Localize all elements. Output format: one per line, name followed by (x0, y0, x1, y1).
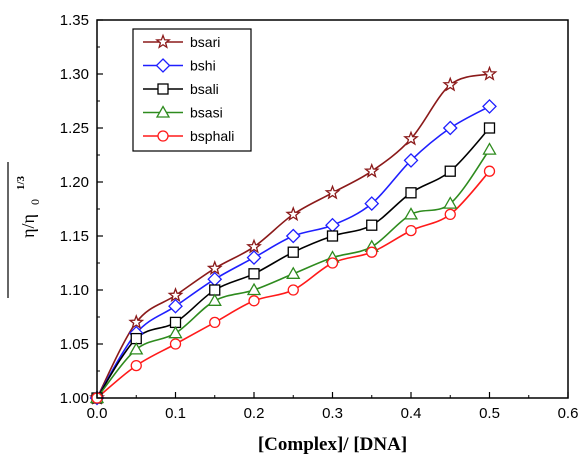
legend-marker-bshi (155, 58, 171, 73)
svg-text:η/η: η/η (18, 214, 38, 238)
data-point-bsasi (286, 266, 301, 279)
data-point-bsphali (483, 165, 496, 177)
svg-text:1/3: 1/3 (15, 175, 27, 190)
legend-marker-bsari (155, 33, 171, 49)
x-tick-label: 0.1 (165, 405, 186, 422)
data-point-bsari (285, 206, 302, 222)
data-point-bshi (325, 217, 340, 233)
data-point-bsari (442, 76, 459, 92)
data-point-bsphali (366, 246, 378, 258)
data-point-bsphali (405, 224, 417, 237)
data-point-bshi (246, 250, 262, 266)
legend-marker-bsasi (155, 105, 171, 118)
data-point-bsphali (130, 359, 142, 372)
x-tick-label: 0.2 (244, 405, 265, 422)
y-axis-label: η/η 0 1/3 (7, 162, 42, 298)
data-point-bsasi (246, 282, 262, 296)
legend-label-bsari: bsari (190, 34, 220, 50)
data-point-bsphali (287, 284, 299, 296)
data-point-bsari (324, 184, 341, 200)
legend-label-bsphali: bsphali (190, 128, 234, 144)
data-point-bsasi (443, 196, 458, 209)
data-point-bshi (403, 152, 419, 168)
y-tick-label: 1.00 (60, 390, 89, 407)
y-tick-label: 1.25 (60, 120, 89, 137)
legend: bsari bshi bsali bsasi bsphali (132, 28, 252, 152)
legend-box (132, 28, 252, 152)
legend-marker-bsphali (157, 130, 169, 142)
data-point-bshi (482, 98, 497, 114)
data-point-bshi (364, 196, 380, 212)
legend-label-bsasi: bsasi (190, 105, 223, 121)
data-point-bsari (403, 130, 419, 146)
data-point-bsali (483, 122, 496, 134)
data-point-bshi (285, 228, 301, 244)
y-tick-label: 1.35 (60, 12, 89, 29)
data-point-bsali (248, 268, 260, 280)
legend-label-bsali: bsali (190, 81, 219, 97)
data-point-bsari (128, 314, 145, 330)
data-point-bsari (481, 65, 498, 81)
x-tick-label: 0.6 (558, 405, 579, 422)
series-line-bsali (96, 127, 491, 399)
y-tick-label: 1.30 (60, 66, 89, 83)
data-point-bshi (168, 298, 183, 314)
data-point-bsasi (129, 342, 144, 355)
data-point-bsphali (444, 208, 456, 221)
data-point-bsasi (207, 293, 222, 306)
data-point-bsari (206, 260, 223, 276)
data-point-bsphali (169, 338, 182, 350)
data-point-bsali (326, 230, 339, 242)
y-tick-label: 1.10 (60, 282, 89, 299)
x-tick-label: 0.5 (479, 405, 500, 422)
y-tick-label: 1.15 (60, 228, 89, 245)
x-tick-label: 0.3 (322, 405, 343, 422)
data-point-bsali (287, 246, 299, 258)
data-point-bsari (363, 162, 380, 178)
data-point-bsasi (403, 207, 419, 220)
x-tick-label: 0.0 (87, 405, 108, 422)
x-axis-label: [Complex]/ [DNA] (258, 434, 407, 455)
data-point-bsasi (482, 142, 497, 155)
data-point-bsali (444, 165, 456, 177)
y-tick-label: 1.20 (60, 174, 89, 191)
data-point-bsali (405, 187, 417, 199)
data-point-bsasi (168, 325, 183, 339)
data-point-bsali (366, 219, 378, 231)
data-point-bsari (246, 238, 262, 254)
data-point-bsphali (248, 295, 260, 307)
data-point-bshi (442, 120, 458, 136)
data-point-bsari (167, 287, 184, 303)
svg-text:0: 0 (28, 199, 42, 205)
data-point-bsphali (326, 257, 339, 269)
y-tick-label: 1.05 (60, 336, 89, 353)
legend-marker-bsali (157, 83, 169, 95)
x-tick-label: 0.4 (401, 405, 422, 422)
legend-label-bshi: bshi (190, 58, 216, 74)
data-point-bsphali (209, 316, 221, 329)
